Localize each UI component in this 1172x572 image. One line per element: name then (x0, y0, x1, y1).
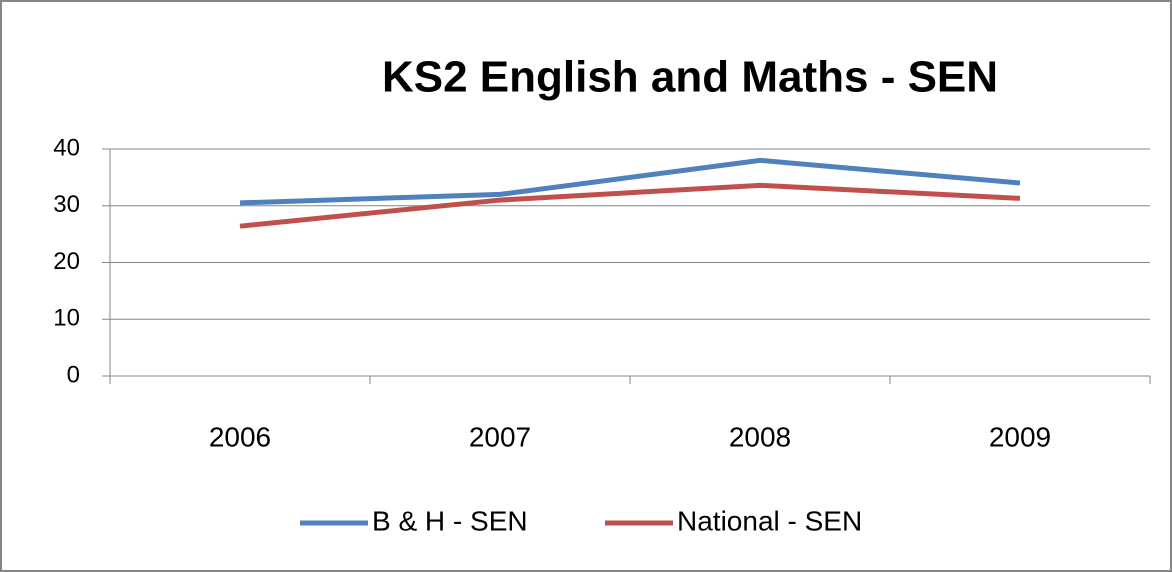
x-tick-label: 2007 (469, 421, 531, 452)
legend-label: National - SEN (677, 505, 862, 536)
y-tick-label: 40 (53, 134, 80, 161)
y-tick-label: 20 (53, 248, 80, 275)
x-tick-label: 2006 (209, 421, 271, 452)
x-tick-label: 2009 (989, 421, 1051, 452)
y-tick-label: 0 (67, 361, 80, 388)
series-line (239, 182, 1021, 229)
y-tick-label: 10 (53, 305, 80, 332)
x-tick-label: 2008 (729, 421, 791, 452)
y-tick-label: 30 (53, 191, 80, 218)
legend-label: B & H - SEN (372, 505, 528, 536)
chart-title: KS2 English and Maths - SEN (382, 53, 998, 102)
series-line (239, 157, 1021, 206)
